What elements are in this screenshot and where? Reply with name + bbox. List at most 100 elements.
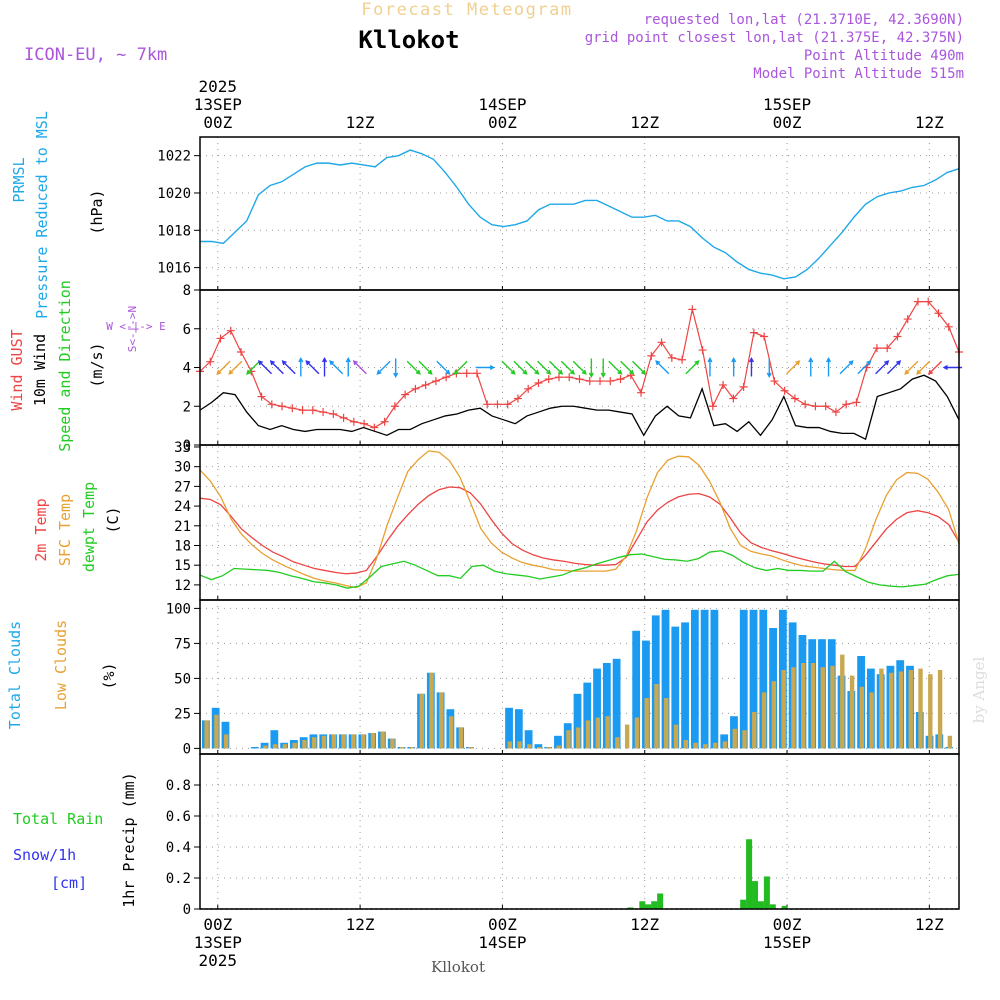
gust-marker xyxy=(349,417,358,426)
low-cloud-bar xyxy=(351,734,356,749)
wind-arrow xyxy=(525,360,540,375)
wind-arrow xyxy=(257,360,273,375)
temp2m-line xyxy=(199,486,960,575)
wind-arrow xyxy=(548,360,564,375)
gust-marker xyxy=(760,332,769,341)
wind-arrow xyxy=(904,360,919,375)
location-title: Kllokot xyxy=(358,26,459,54)
y-tick-label: 25 xyxy=(174,706,191,722)
total-cloud-bar xyxy=(739,609,748,749)
wind-line xyxy=(199,374,960,441)
wind-arrow xyxy=(632,360,647,375)
gust-marker xyxy=(442,373,451,382)
low-cloud-bar xyxy=(859,686,865,749)
wind-arrow xyxy=(305,360,320,375)
total-cloud-bar xyxy=(661,609,670,749)
gust-marker xyxy=(821,402,830,411)
point-altitude: Point Altitude 490m xyxy=(804,48,964,64)
low-cloud-bar xyxy=(282,744,288,749)
wind-arrow xyxy=(886,360,902,375)
total-cloud-bar xyxy=(602,663,611,749)
gust-marker xyxy=(421,380,430,389)
pressure-label-2: Pressure Reduced to MSL xyxy=(33,111,51,319)
low-clouds-label: Low Clouds xyxy=(52,620,70,710)
low-cloud-bar xyxy=(693,742,698,749)
rain-bar xyxy=(781,905,788,909)
wind-arrow xyxy=(298,357,304,377)
cloud-unit: (%) xyxy=(100,662,118,689)
y-tick-label: 0 xyxy=(183,902,191,918)
low-cloud-bar xyxy=(849,675,855,749)
low-cloud-bar xyxy=(673,724,679,749)
low-cloud-bar xyxy=(888,672,894,749)
gust-marker xyxy=(934,309,943,318)
snow-label: Snow/1h xyxy=(13,846,76,864)
total-cloud-bar xyxy=(593,668,601,749)
wind-arrow xyxy=(707,357,713,377)
time-label-top: 00Z xyxy=(203,113,232,132)
gust-marker xyxy=(606,377,615,386)
gust-marker xyxy=(688,305,697,314)
rain-bar xyxy=(752,881,759,909)
low-cloud-bar xyxy=(615,737,620,749)
gust-marker xyxy=(360,419,369,428)
total-cloud-bar xyxy=(690,609,699,749)
rain-bar xyxy=(757,901,764,909)
low-cloud-bar xyxy=(947,735,953,749)
time-label-bottom: 2025 xyxy=(199,951,238,970)
y-tick-label: 0.2 xyxy=(166,871,191,887)
gust-marker xyxy=(811,402,820,411)
gust-marker xyxy=(370,423,379,432)
temperature-panel: 12 15 18 21 24 27 30 33 xyxy=(174,440,960,601)
gust-marker xyxy=(647,351,656,360)
pressure-label-1: PRMSL xyxy=(10,157,28,202)
precip-label: 1hr Precip (mm) xyxy=(120,772,138,907)
wind-gust-label: Wind GUST xyxy=(8,329,26,410)
low-cloud-bar xyxy=(771,681,777,749)
time-label-bottom: 00Z xyxy=(203,915,232,934)
low-cloud-bar xyxy=(928,674,933,749)
wind-arrow xyxy=(321,357,328,377)
gust-marker xyxy=(534,379,543,387)
low-cloud-bar xyxy=(605,716,610,749)
low-cloud-bar xyxy=(761,692,767,749)
low-cloud-bar xyxy=(214,714,219,749)
gust-marker xyxy=(401,390,410,399)
wind-arrow xyxy=(393,358,399,378)
low-cloud-bar xyxy=(781,670,786,749)
wind-arrow xyxy=(857,360,872,375)
gust-marker xyxy=(411,384,420,393)
dewpt-label: dewpt Temp xyxy=(80,482,98,572)
cloud-labels: Total Clouds Low Clouds (%) xyxy=(6,620,118,729)
y-tick-label: 0.4 xyxy=(166,840,191,856)
low-cloud-bar xyxy=(224,734,229,749)
rain-bar xyxy=(639,901,646,909)
low-cloud-bar xyxy=(458,727,464,749)
dewpt-line xyxy=(199,550,960,589)
wind-arrow xyxy=(376,360,391,375)
low-cloud-bar xyxy=(390,738,395,749)
precipitation-panel: 0 0.2 0.4 0.6 0.8 xyxy=(166,753,960,918)
total-cloud-bar xyxy=(524,730,533,749)
gust-marker xyxy=(596,377,605,386)
low-cloud-bar xyxy=(732,728,737,749)
y-tick-label: 15 xyxy=(174,558,191,574)
wind-arrow xyxy=(916,360,931,375)
wind-unit: (m/s) xyxy=(88,342,106,387)
low-cloud-bar xyxy=(439,692,444,749)
time-label-top: 13SEP xyxy=(194,95,242,114)
low-cloud-bar xyxy=(576,727,581,749)
y-tick-label: 1022 xyxy=(157,149,191,165)
gust-marker xyxy=(257,392,266,401)
total-cloud-bar xyxy=(573,693,582,749)
low-cloud-bar xyxy=(820,667,825,749)
low-cloud-bar xyxy=(507,741,513,749)
pressure-unit: (hPa) xyxy=(88,189,106,234)
wind-arrow xyxy=(228,360,243,375)
rain-bar xyxy=(657,893,664,909)
total-cloud-bar xyxy=(632,630,641,749)
low-cloud-bar xyxy=(263,745,268,749)
total-cloud-bar xyxy=(671,626,680,749)
gust-marker xyxy=(924,297,933,306)
